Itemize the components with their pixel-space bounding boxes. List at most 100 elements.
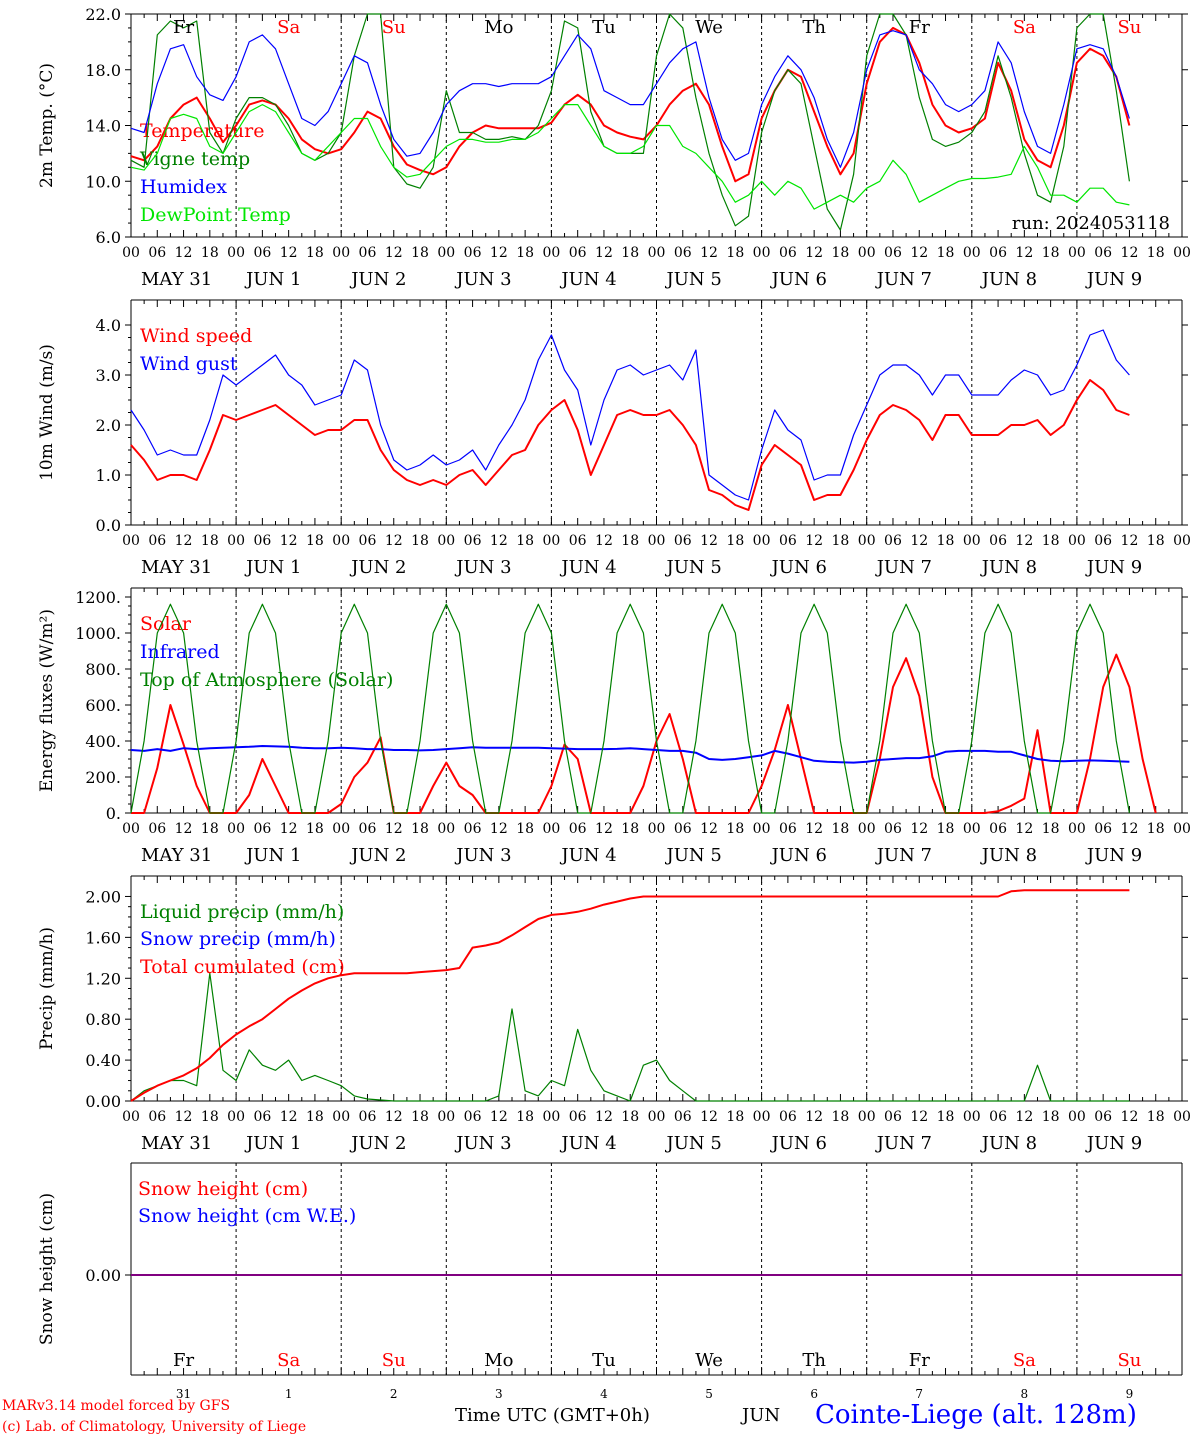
hour-tick-label: 12 [1121,533,1139,549]
hour-tick-label: 18 [832,245,850,261]
day-label: JUN 2 [349,845,406,866]
hour-tick-label: 18 [1042,533,1060,549]
hour-tick-label: 00 [227,245,245,261]
legend-entry: Snow height (cm W.E.) [138,1205,356,1227]
hour-tick-label: 00 [963,245,981,261]
hour-tick-label: 00 [753,533,771,549]
credit-line-2: (c) Lab. of Climatology, University of L… [2,1419,307,1435]
hour-tick-label: 06 [779,821,797,837]
hour-tick-label: 06 [148,821,166,837]
hour-tick-label: 06 [989,533,1007,549]
weekday-bottom-label: Sa [1013,1350,1036,1371]
hour-tick-label: 00 [963,1109,981,1125]
hour-tick-label: 00 [753,245,771,261]
weekday-top-label: Su [382,17,406,38]
y-tick-label: 22.0 [85,5,121,24]
hour-tick-label: 00 [332,1109,350,1125]
hour-tick-label: 18 [832,1109,850,1125]
weekday-top-label: Su [1117,17,1141,38]
day-label: JUN 2 [349,1133,406,1154]
hour-tick-label: 12 [700,821,718,837]
hour-tick-label: 00 [227,821,245,837]
day-label: JUN 3 [454,1133,511,1154]
weekday-top-label: Sa [277,17,300,38]
hour-tick-label: 00 [858,1109,876,1125]
hour-tick-label: 00 [858,533,876,549]
hour-tick-label: 18 [306,533,324,549]
hour-tick-label: 06 [253,245,271,261]
hour-tick-label: 12 [1015,245,1033,261]
hour-tick-label: 00 [858,245,876,261]
hour-tick-label: 00 [648,821,666,837]
weekday-top-label: Tu [592,17,616,38]
day-label: JUN 7 [875,269,932,290]
day-label: JUN 8 [980,557,1037,578]
hour-tick-label: 12 [1015,533,1033,549]
hour-tick-label: 18 [726,533,744,549]
hour-tick-label: 06 [1094,821,1112,837]
hour-tick-label: 12 [700,533,718,549]
y-tick-label: 10.0 [85,172,121,191]
day-label: JUN 5 [665,269,722,290]
hour-tick-label: 00 [753,821,771,837]
hour-tick-label: 18 [832,533,850,549]
hour-tick-label: 06 [464,1109,482,1125]
hour-tick-label: 18 [201,245,219,261]
hour-tick-label: 06 [1094,1109,1112,1125]
hour-tick-label: 00 [332,533,350,549]
hour-tick-label: 00 [1173,1109,1191,1125]
hour-tick-label: 00 [542,533,560,549]
hour-tick-label: 06 [989,245,1007,261]
hour-tick-label: 00 [648,533,666,549]
hour-tick-label: 18 [201,533,219,549]
day-label: JUN 6 [770,1133,827,1154]
hour-tick-label: 12 [175,533,193,549]
hour-tick-label: 18 [621,1109,639,1125]
x-axis-label: Time UTC (GMT+0h) [455,1405,650,1426]
hour-tick-label: 06 [464,821,482,837]
y-tick-label: 400. [85,732,121,751]
hour-tick-label: 00 [1173,533,1191,549]
weekday-bottom-label: Th [802,1350,826,1371]
day-label: JUN 3 [454,845,511,866]
hour-tick-label: 00 [963,821,981,837]
hour-tick-label: 06 [359,1109,377,1125]
hour-tick-label: 00 [858,821,876,837]
y-tick-label: 1.60 [85,928,121,947]
hour-tick-label: 00 [542,821,560,837]
hour-tick-label: 00 [1068,1109,1086,1125]
hour-tick-label: 00 [1068,245,1086,261]
hour-tick-label: 06 [884,245,902,261]
hour-tick-label: 18 [411,1109,429,1125]
day-label: MAY 31 [141,269,212,290]
day-label: JUN 1 [244,269,301,290]
hour-tick-label: 12 [490,1109,508,1125]
hour-tick-label: 18 [201,1109,219,1125]
day-label: JUN 5 [665,557,722,578]
hour-tick-label: 18 [306,245,324,261]
y-axis-label: 10m Wind (m/s) [37,344,57,481]
day-label: JUN 6 [770,845,827,866]
hour-tick-label: 12 [1015,1109,1033,1125]
hour-tick-label: 18 [726,821,744,837]
day-number-label: 9 [1126,1387,1134,1401]
day-label: JUN 5 [665,1133,722,1154]
hour-tick-label: 12 [280,821,298,837]
day-label: JUN 2 [349,269,406,290]
day-label: JUN 4 [559,269,616,290]
weekday-bottom-label: Su [382,1350,406,1371]
hour-tick-label: 06 [884,533,902,549]
y-axis-label: Snow height (cm) [37,1193,57,1345]
hour-tick-label: 06 [359,533,377,549]
hour-tick-label: 12 [385,1109,403,1125]
y-tick-label: 0.0 [96,516,121,535]
hour-tick-label: 06 [359,821,377,837]
y-tick-label: 2.00 [85,887,121,906]
hour-tick-label: 18 [306,821,324,837]
hour-tick-label: 06 [989,821,1007,837]
legend-entry: Humidex [140,176,227,198]
hour-tick-label: 12 [385,821,403,837]
weekday-bottom-label: Mo [484,1350,513,1371]
day-label: JUN 1 [244,1133,301,1154]
day-label: JUN 9 [1085,845,1142,866]
